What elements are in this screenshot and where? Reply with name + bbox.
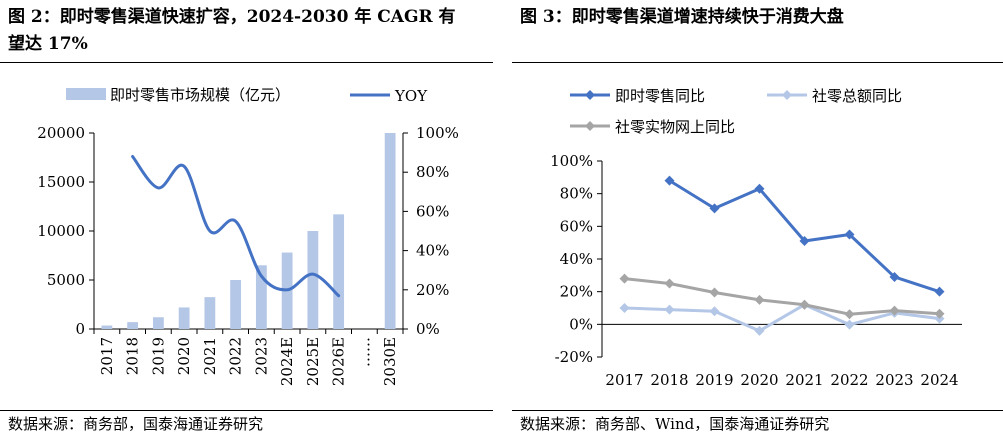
left-chart: 即时零售市场规模（亿元） YOY 0 5000 10000 15000 20000 0% 20%…: [37, 86, 459, 386]
market-size-bar: [230, 280, 242, 329]
market-size-bar: [307, 231, 319, 329]
online-physical-point: [619, 273, 630, 284]
x-tick-label: 2018: [124, 337, 142, 375]
left-source-note: 数据来源：商务部，国泰海通证券研究: [8, 415, 264, 433]
instant-retail-point: [709, 203, 720, 214]
left-y-tick-label: 10000: [37, 222, 85, 240]
x-tick-label: 2017: [98, 337, 116, 375]
y-tick-label: -20%: [555, 348, 593, 366]
x-tick-label: 2025E: [304, 337, 322, 386]
x-tick-label: 2018: [650, 371, 688, 389]
right-y-tick-label: 20%: [416, 281, 449, 299]
legend-online-physical-marker: [585, 121, 595, 131]
x-tick-label: 2022: [830, 371, 868, 389]
legend-instant-retail-marker: [585, 90, 595, 100]
instant-retail-point: [889, 271, 900, 282]
y-tick-label: 60%: [560, 217, 593, 235]
y-tick-label: 20%: [560, 283, 593, 301]
online-physical-line: [624, 277, 940, 316]
market-size-bar: [255, 265, 267, 329]
market-size-bar: [384, 133, 396, 329]
left-y-tick-label: 0: [75, 320, 85, 338]
x-tick-label: 2021: [785, 371, 823, 389]
online-physical-point: [709, 287, 720, 298]
legend-total-retail-label: 社零总额同比: [812, 87, 902, 105]
x-tick-label: 2030E: [381, 337, 399, 386]
total-retail-point: [754, 325, 765, 336]
x-tick-label: 2019: [695, 371, 733, 389]
total-retail-point: [844, 319, 855, 330]
left-y-tick-label: 5000: [47, 271, 85, 289]
right-source-note: 数据来源：商务部、Wind，国泰海通证券研究: [520, 415, 830, 433]
legend-total-retail-marker: [782, 90, 792, 100]
left-bottom-rule: [0, 410, 493, 411]
market-size-bar: [204, 297, 216, 329]
instant-retail-point: [664, 175, 675, 186]
market-size-bar: [101, 325, 113, 329]
market-size-bar: [152, 317, 164, 329]
online-physical-point: [664, 278, 675, 289]
x-tick-label: ……: [355, 337, 373, 367]
y-tick-label: 100%: [550, 152, 593, 170]
market-size-bar: [178, 307, 190, 329]
left-title-line2: 望达 17%: [8, 34, 88, 54]
total-retail-point: [709, 306, 720, 317]
right-y-tick-label: 60%: [416, 202, 449, 220]
total-retail-line: [624, 303, 940, 333]
x-tick-label: 2020: [175, 337, 193, 375]
online-physical-point: [934, 308, 945, 319]
instant-retail-point: [934, 286, 945, 297]
left-top-rule: [0, 62, 493, 63]
left-y-tick-label: 15000: [37, 173, 85, 191]
right-y-tick-label: 80%: [416, 163, 449, 181]
legend-instant-retail-label: 即时零售同比: [615, 87, 705, 105]
online-physical-point: [844, 309, 855, 320]
right-y-tick-label: 0%: [416, 320, 440, 338]
market-size-bar: [127, 322, 139, 329]
instant-retail-point: [799, 236, 810, 247]
x-tick-label: 2022: [227, 337, 245, 375]
legend-line-label: YOY: [394, 87, 428, 105]
left-y-tick-label: 20000: [37, 124, 85, 142]
instant-retail-point: [844, 229, 855, 240]
yoy-line: [131, 155, 341, 298]
right-y-tick-label: 40%: [416, 242, 449, 260]
right-top-rule: [512, 62, 1003, 63]
right-bottom-rule: [512, 410, 1003, 411]
right-chart-panel: 图 3：即时零售渠道增速持续快于消费大盘 即时零售同比 社零总额同比社零实物网上同…: [512, 0, 1003, 437]
x-tick-label: 2026E: [330, 337, 348, 386]
left-chart-title: 图 2：即时零售渠道快速扩容，2024-2030 年 CAGR 有 望达 17%: [8, 4, 493, 58]
legend-bar-label: 即时零售市场规模（亿元）: [110, 86, 290, 104]
instant-retail-point: [754, 183, 765, 194]
x-tick-label: 2017: [605, 371, 643, 389]
online-physical-point: [889, 305, 900, 316]
right-y-tick-label: 100%: [416, 124, 459, 142]
x-tick-label: 2024: [920, 371, 958, 389]
x-tick-label: 2019: [149, 337, 167, 375]
total-retail-point: [619, 303, 630, 313]
x-tick-label: 2024E: [278, 337, 296, 386]
x-tick-label: 2020: [740, 371, 778, 389]
online-physical-point: [754, 294, 765, 305]
y-tick-label: 0%: [569, 315, 593, 333]
left-chart-panel: 图 2：即时零售渠道快速扩容，2024-2030 年 CAGR 有 望达 17%…: [0, 0, 493, 437]
x-tick-label: 2023: [252, 337, 270, 375]
total-retail-point: [664, 304, 675, 315]
left-title-line1: 图 2：即时零售渠道快速扩容，2024-2030 年 CAGR 有: [8, 7, 456, 27]
x-tick-label: 2023: [875, 371, 913, 389]
market-size-bar: [333, 214, 345, 329]
legend-bar-swatch: [66, 88, 106, 100]
x-tick-label: 2021: [201, 337, 219, 375]
online-physical-point: [799, 299, 810, 310]
legend-online-physical-label: 社零实物网上同比: [615, 118, 735, 136]
right-chart-title: 图 3：即时零售渠道增速持续快于消费大盘: [520, 7, 844, 27]
y-tick-label: 80%: [560, 185, 593, 203]
y-tick-label: 40%: [560, 250, 593, 268]
